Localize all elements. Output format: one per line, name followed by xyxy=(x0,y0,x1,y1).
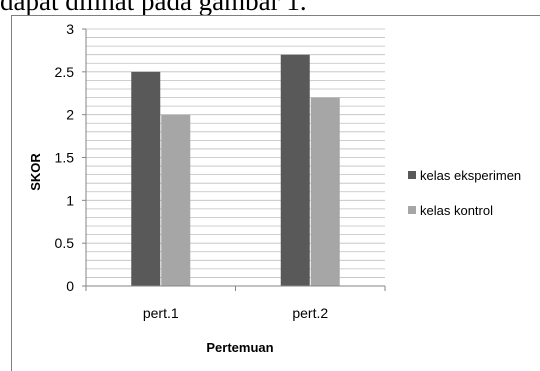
bar-kelas-kontrol-pert.1 xyxy=(161,114,191,287)
legend-label-kelas-kontrol: kelas kontrol xyxy=(420,203,493,218)
legend-swatch-kelas-kontrol xyxy=(408,206,416,214)
y-tick-label: 2 xyxy=(66,107,74,123)
y-tick-label: 1.5 xyxy=(55,150,75,166)
y-axis-title: SKOR xyxy=(28,153,43,191)
y-tick-label: 0 xyxy=(66,278,74,294)
y-tick-labels: 0 0.5 1 1.5 2 2.5 3 xyxy=(55,21,86,294)
chart-frame xyxy=(11,15,540,371)
x-tick-label: pert.2 xyxy=(292,305,328,321)
legend-label-kelas-eksperimen: kelas eksperimen xyxy=(420,168,521,183)
bar-kelas-kontrol-pert.2 xyxy=(310,97,340,287)
y-tick-label: 0.5 xyxy=(55,235,75,251)
y-tick-label: 1 xyxy=(66,192,74,208)
caption-fragment: dapat dilihat pada gambar 1. xyxy=(0,0,307,16)
y-tick-label: 3 xyxy=(66,21,74,37)
y-tick-label: 2.5 xyxy=(55,64,75,80)
bar-kelas-eksperimen-pert.1 xyxy=(131,71,161,286)
grid-lines xyxy=(86,28,385,278)
x-axis-title: Pertemuan xyxy=(206,340,273,355)
legend: kelas eksperimen kelas kontrol xyxy=(408,168,521,218)
bar-kelas-eksperimen-pert.2 xyxy=(280,54,310,287)
x-tick-label: pert.1 xyxy=(143,305,179,321)
legend-swatch-kelas-eksperimen xyxy=(408,171,416,179)
x-tick-labels: pert.1 pert.2 xyxy=(85,286,386,321)
bars xyxy=(131,54,340,287)
